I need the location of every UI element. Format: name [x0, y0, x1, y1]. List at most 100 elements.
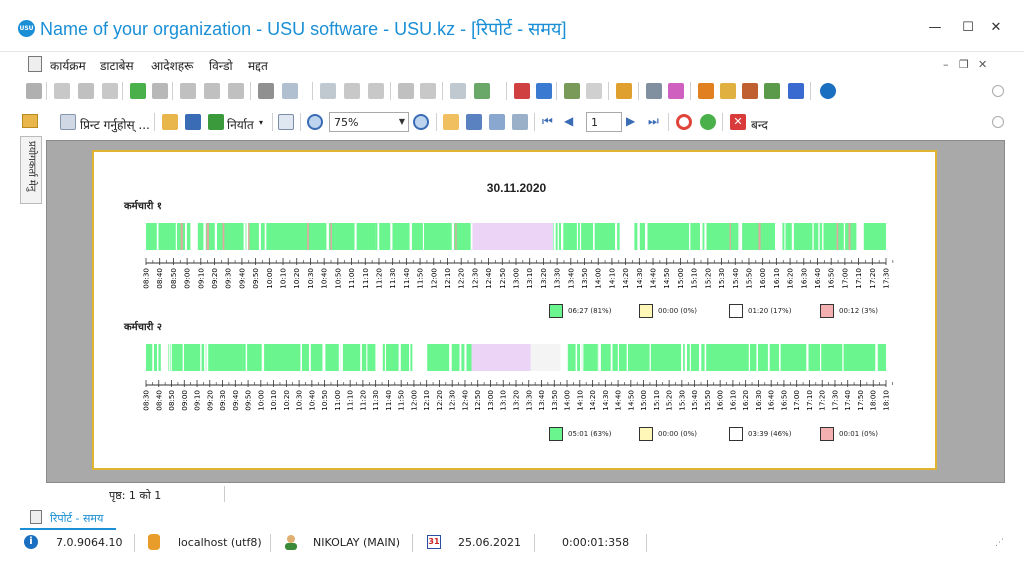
first-page-icon[interactable]: ⏮: [542, 114, 553, 128]
search-icon[interactable]: [152, 83, 168, 99]
edit-icon[interactable]: [78, 83, 94, 99]
toolbar-divider: [534, 113, 535, 131]
activity-gap: [576, 223, 578, 250]
multi-page-icon[interactable]: [443, 114, 459, 130]
activity-gap: [455, 223, 457, 250]
page-number-input[interactable]: 1: [586, 112, 622, 132]
close-report-icon[interactable]: ✕: [730, 114, 746, 130]
activity-gap: [203, 223, 206, 250]
activity-gap: [699, 344, 702, 371]
stop-icon[interactable]: [676, 114, 692, 130]
new-window-icon[interactable]: [514, 83, 530, 99]
toolbar-divider: [312, 82, 313, 100]
menu-program[interactable]: कार्यक्रम: [50, 59, 86, 73]
filter-icon[interactable]: [180, 83, 196, 99]
next-page-icon[interactable]: ▶: [626, 114, 636, 128]
report-preview-area[interactable]: 30.11.2020 कर्मचारी १ कर्मचारी २ 08:30 08…: [46, 140, 1005, 483]
page-setup-icon[interactable]: [278, 114, 294, 130]
save-icon[interactable]: [185, 114, 201, 130]
gear-icon[interactable]: [646, 83, 662, 99]
activity-gap: [182, 344, 184, 371]
page-width-icon[interactable]: [489, 114, 505, 130]
axis-tick-label: 08:30: [142, 268, 151, 289]
refresh-icon[interactable]: [700, 114, 716, 130]
menu-help[interactable]: मद्दत: [248, 59, 268, 73]
activity-gap: [843, 223, 846, 250]
zoom-out-icon[interactable]: [413, 114, 429, 130]
export-excel-icon[interactable]: [474, 83, 490, 99]
mdi-minimize-button[interactable]: –: [943, 58, 949, 71]
open-folder-icon[interactable]: [162, 114, 178, 130]
color-wheel-icon[interactable]: [668, 83, 684, 99]
user-key-icon[interactable]: [742, 83, 758, 99]
pin-icon[interactable]: [788, 83, 804, 99]
zoom-select[interactable]: 75% ▼: [329, 112, 409, 132]
axis-tick-label: 18:10: [882, 390, 891, 411]
mdi-restore-button[interactable]: ❐: [959, 58, 969, 71]
minimize-button[interactable]: —: [928, 20, 942, 35]
close-window-icon[interactable]: [536, 83, 552, 99]
tag-icon[interactable]: [420, 83, 436, 99]
print-button[interactable]: प्रिन्ट गर्नुहोस् ...: [80, 118, 150, 132]
status-divider: [646, 534, 647, 552]
users-icon[interactable]: [764, 83, 780, 99]
columns-icon[interactable]: [320, 83, 336, 99]
axis-tick-label: 12:50: [473, 390, 482, 411]
legend-swatch: [820, 427, 834, 441]
mdi-close-button[interactable]: ✕: [978, 58, 988, 71]
arrow-icon[interactable]: [586, 83, 602, 99]
activity-gap: [360, 344, 362, 371]
zoom-in-icon[interactable]: [307, 114, 323, 130]
refresh-icon[interactable]: [130, 83, 146, 99]
axis-tick-label: 17:40: [843, 390, 852, 411]
filter-settings-icon[interactable]: [228, 83, 244, 99]
menu-commands[interactable]: आदेशहरू: [151, 59, 194, 73]
group-icon[interactable]: [398, 83, 414, 99]
report-icon[interactable]: [450, 83, 466, 99]
toolbar-divider: [638, 82, 639, 100]
previous-page-icon[interactable]: ◀: [564, 114, 574, 128]
print-icon[interactable]: [60, 114, 76, 130]
activity-gap: [451, 223, 454, 250]
lock-icon[interactable]: [720, 83, 736, 99]
image-icon[interactable]: [282, 83, 298, 99]
export-icon[interactable]: [208, 114, 224, 130]
filter-clear-icon[interactable]: [204, 83, 220, 99]
menu-window[interactable]: विन्डो: [209, 59, 233, 73]
settings-edit-icon[interactable]: [512, 114, 528, 130]
menu-database[interactable]: डाटाबेस: [100, 59, 134, 73]
collapse-icon[interactable]: [368, 83, 384, 99]
close-report-button[interactable]: बन्द: [751, 118, 768, 132]
activity-gap: [322, 344, 325, 371]
last-page-icon[interactable]: ⏭: [648, 114, 659, 128]
activity-gap: [222, 223, 225, 250]
axis-tick-label: 09:50: [251, 268, 260, 289]
activity-gap: [422, 223, 424, 250]
expand-icon[interactable]: [344, 83, 360, 99]
maximize-button[interactable]: ☐: [962, 20, 974, 35]
exit-icon[interactable]: [564, 83, 580, 99]
axis-tick-label: 14:50: [626, 390, 635, 411]
axis-tick-label: 09:40: [231, 390, 240, 411]
resize-grip-icon[interactable]: ⋰: [995, 538, 1004, 548]
export-dropdown-icon[interactable]: ▾: [259, 118, 264, 127]
export-button[interactable]: निर्यात: [227, 118, 254, 132]
user-menu-panel-tab[interactable]: प्रयोगकर्ता मेनु: [20, 136, 42, 204]
toolbar-options-icon[interactable]: [992, 116, 1004, 128]
copy-icon[interactable]: [54, 83, 70, 99]
folder-icon[interactable]: [22, 114, 38, 128]
activity-segment: [553, 223, 620, 250]
toolbar-options-icon[interactable]: [992, 85, 1004, 97]
location-icon[interactable]: [616, 83, 632, 99]
axis-tick-label: 09:00: [180, 390, 189, 411]
open-icon[interactable]: [26, 83, 42, 99]
axis-tick-label: 15:30: [717, 268, 726, 289]
info-icon[interactable]: [820, 83, 836, 99]
tab-report-time[interactable]: रिपोर्ट - समय: [20, 506, 116, 530]
delete-icon[interactable]: [102, 83, 118, 99]
close-button[interactable]: ✕: [990, 20, 1002, 35]
rss-icon[interactable]: [698, 83, 714, 99]
flag-icon[interactable]: [258, 83, 274, 99]
page-layout-icon[interactable]: [466, 114, 482, 130]
activity-gap: [409, 223, 411, 250]
